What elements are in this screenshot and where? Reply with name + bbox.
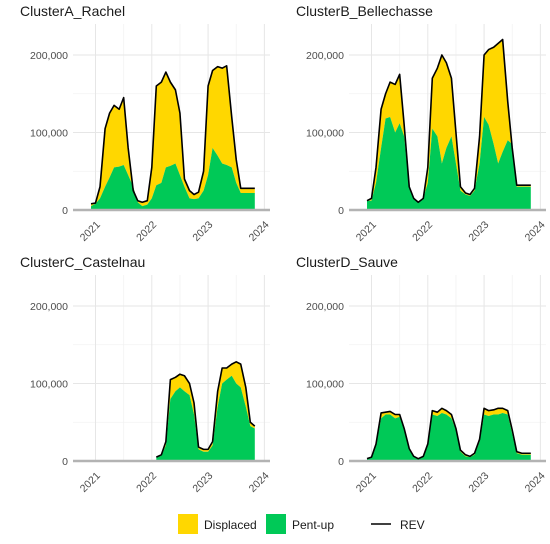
panel-clustera-rachel-x-tick-label: 2021	[78, 219, 103, 244]
panel-clusterb-bellechasse-x-tick-label: 2021	[354, 219, 379, 244]
panel-clusterb-bellechasse-y-tick-label: 200,000	[306, 50, 344, 62]
panel-clusterb-bellechasse-pentup-area	[367, 117, 531, 210]
panel-clusterd-sauve-title: ClusterD_Sauve	[296, 254, 398, 270]
panel-clusterc-castelnau-y-tick-label: 100,000	[30, 379, 68, 391]
legend-label-pentup: Pent-up	[292, 518, 334, 532]
panel-clusterb-bellechasse-y-tick-label: 100,000	[306, 128, 344, 140]
panel-clustera-rachel-y-tick-label: 0	[62, 205, 68, 217]
panel-clusterc-castelnau-pentup-area	[156, 375, 255, 461]
legend-label-displaced: Displaced	[204, 518, 257, 532]
panel-clustera-rachel-y-tick-label: 200,000	[30, 50, 68, 62]
legend-key-pentup	[266, 514, 286, 534]
panel-clusterd-sauve-y-tick-label: 200,000	[306, 301, 344, 313]
panel-clusterd-sauve-x-tick-label: 2023	[466, 470, 491, 495]
panel-clusterd-sauve-pentup-area	[367, 412, 531, 461]
panel-clustera-rachel-rev-line	[90, 65, 255, 205]
panel-clusterc-castelnau: ClusterC_Castelnau 0 100,000 200,000 2021 202…	[20, 254, 272, 495]
panel-clusterb-bellechasse-x-tick-label: 2024	[523, 219, 548, 244]
panel-clusterd-sauve-y-tick-label: 100,000	[306, 379, 344, 391]
panel-clusterb-bellechasse-x-tick-label: 2023	[466, 219, 491, 244]
legend-label-rev: REV	[400, 518, 425, 532]
panel-clusterc-castelnau-x-tick-label: 2023	[190, 470, 215, 495]
panel-clustera-rachel-y-tick-label: 100,000	[30, 128, 68, 140]
panel-clusterb-bellechasse-x-tick-label: 2022	[410, 219, 435, 244]
panel-clusterc-castelnau-x-tick-label: 2021	[78, 470, 103, 495]
panel-clusterb-bellechasse-rev-line	[366, 38, 531, 204]
panel-clusterc-castelnau-rev-line	[155, 361, 256, 458]
facet-panels: ClusterA_Rachel 0 100,000 200,000 2021 2022 20…	[20, 3, 548, 495]
panel-clusterb-bellechasse-title: ClusterB_Bellechasse	[296, 3, 433, 19]
panel-clustera-rachel-x-tick-label: 2022	[134, 219, 159, 244]
panel-clustera-rachel: ClusterA_Rachel 0 100,000 200,000 2021 2022 20…	[20, 3, 272, 244]
panel-clusterc-castelnau-y-tick-label: 0	[62, 456, 68, 468]
panel-clusterc-castelnau-displaced-area	[156, 361, 255, 458]
panel-clusterd-sauve-x-tick-label: 2024	[523, 470, 548, 495]
panel-clustera-rachel-x-tick-label: 2024	[247, 219, 272, 244]
panel-clusterd-sauve: ClusterD_Sauve 0 100,000 200,000 2021 2022 202…	[296, 254, 548, 495]
panel-clustera-rachel-x-tick-label: 2023	[190, 219, 215, 244]
panel-clusterc-castelnau-x-tick-label: 2024	[247, 470, 272, 495]
panel-clusterd-sauve-x-tick-label: 2021	[354, 470, 379, 495]
panel-clusterc-castelnau-title: ClusterC_Castelnau	[20, 254, 145, 270]
legend-key-displaced	[178, 514, 198, 534]
panel-clusterd-sauve-x-tick-label: 2022	[410, 470, 435, 495]
panel-clustera-rachel-title: ClusterA_Rachel	[20, 3, 125, 19]
panel-clusterd-sauve-rev-line	[366, 407, 531, 460]
panel-clusterd-sauve-y-tick-label: 0	[338, 456, 344, 468]
panel-clustera-rachel-displaced-area	[91, 65, 255, 207]
panel-clusterc-castelnau-y-tick-label: 200,000	[30, 301, 68, 313]
panel-clusterc-castelnau-x-tick-label: 2022	[134, 470, 159, 495]
panel-clusterb-bellechasse-displaced-area	[367, 39, 531, 203]
panel-clusterb-bellechasse: ClusterB_Bellechasse 0 100,000 200,000 2021 2…	[296, 3, 548, 244]
panel-clustera-rachel-pentup-area	[91, 148, 255, 210]
panel-clusterb-bellechasse-y-tick-label: 0	[338, 205, 344, 217]
legend: Displaced Pent-up REV	[178, 514, 425, 534]
